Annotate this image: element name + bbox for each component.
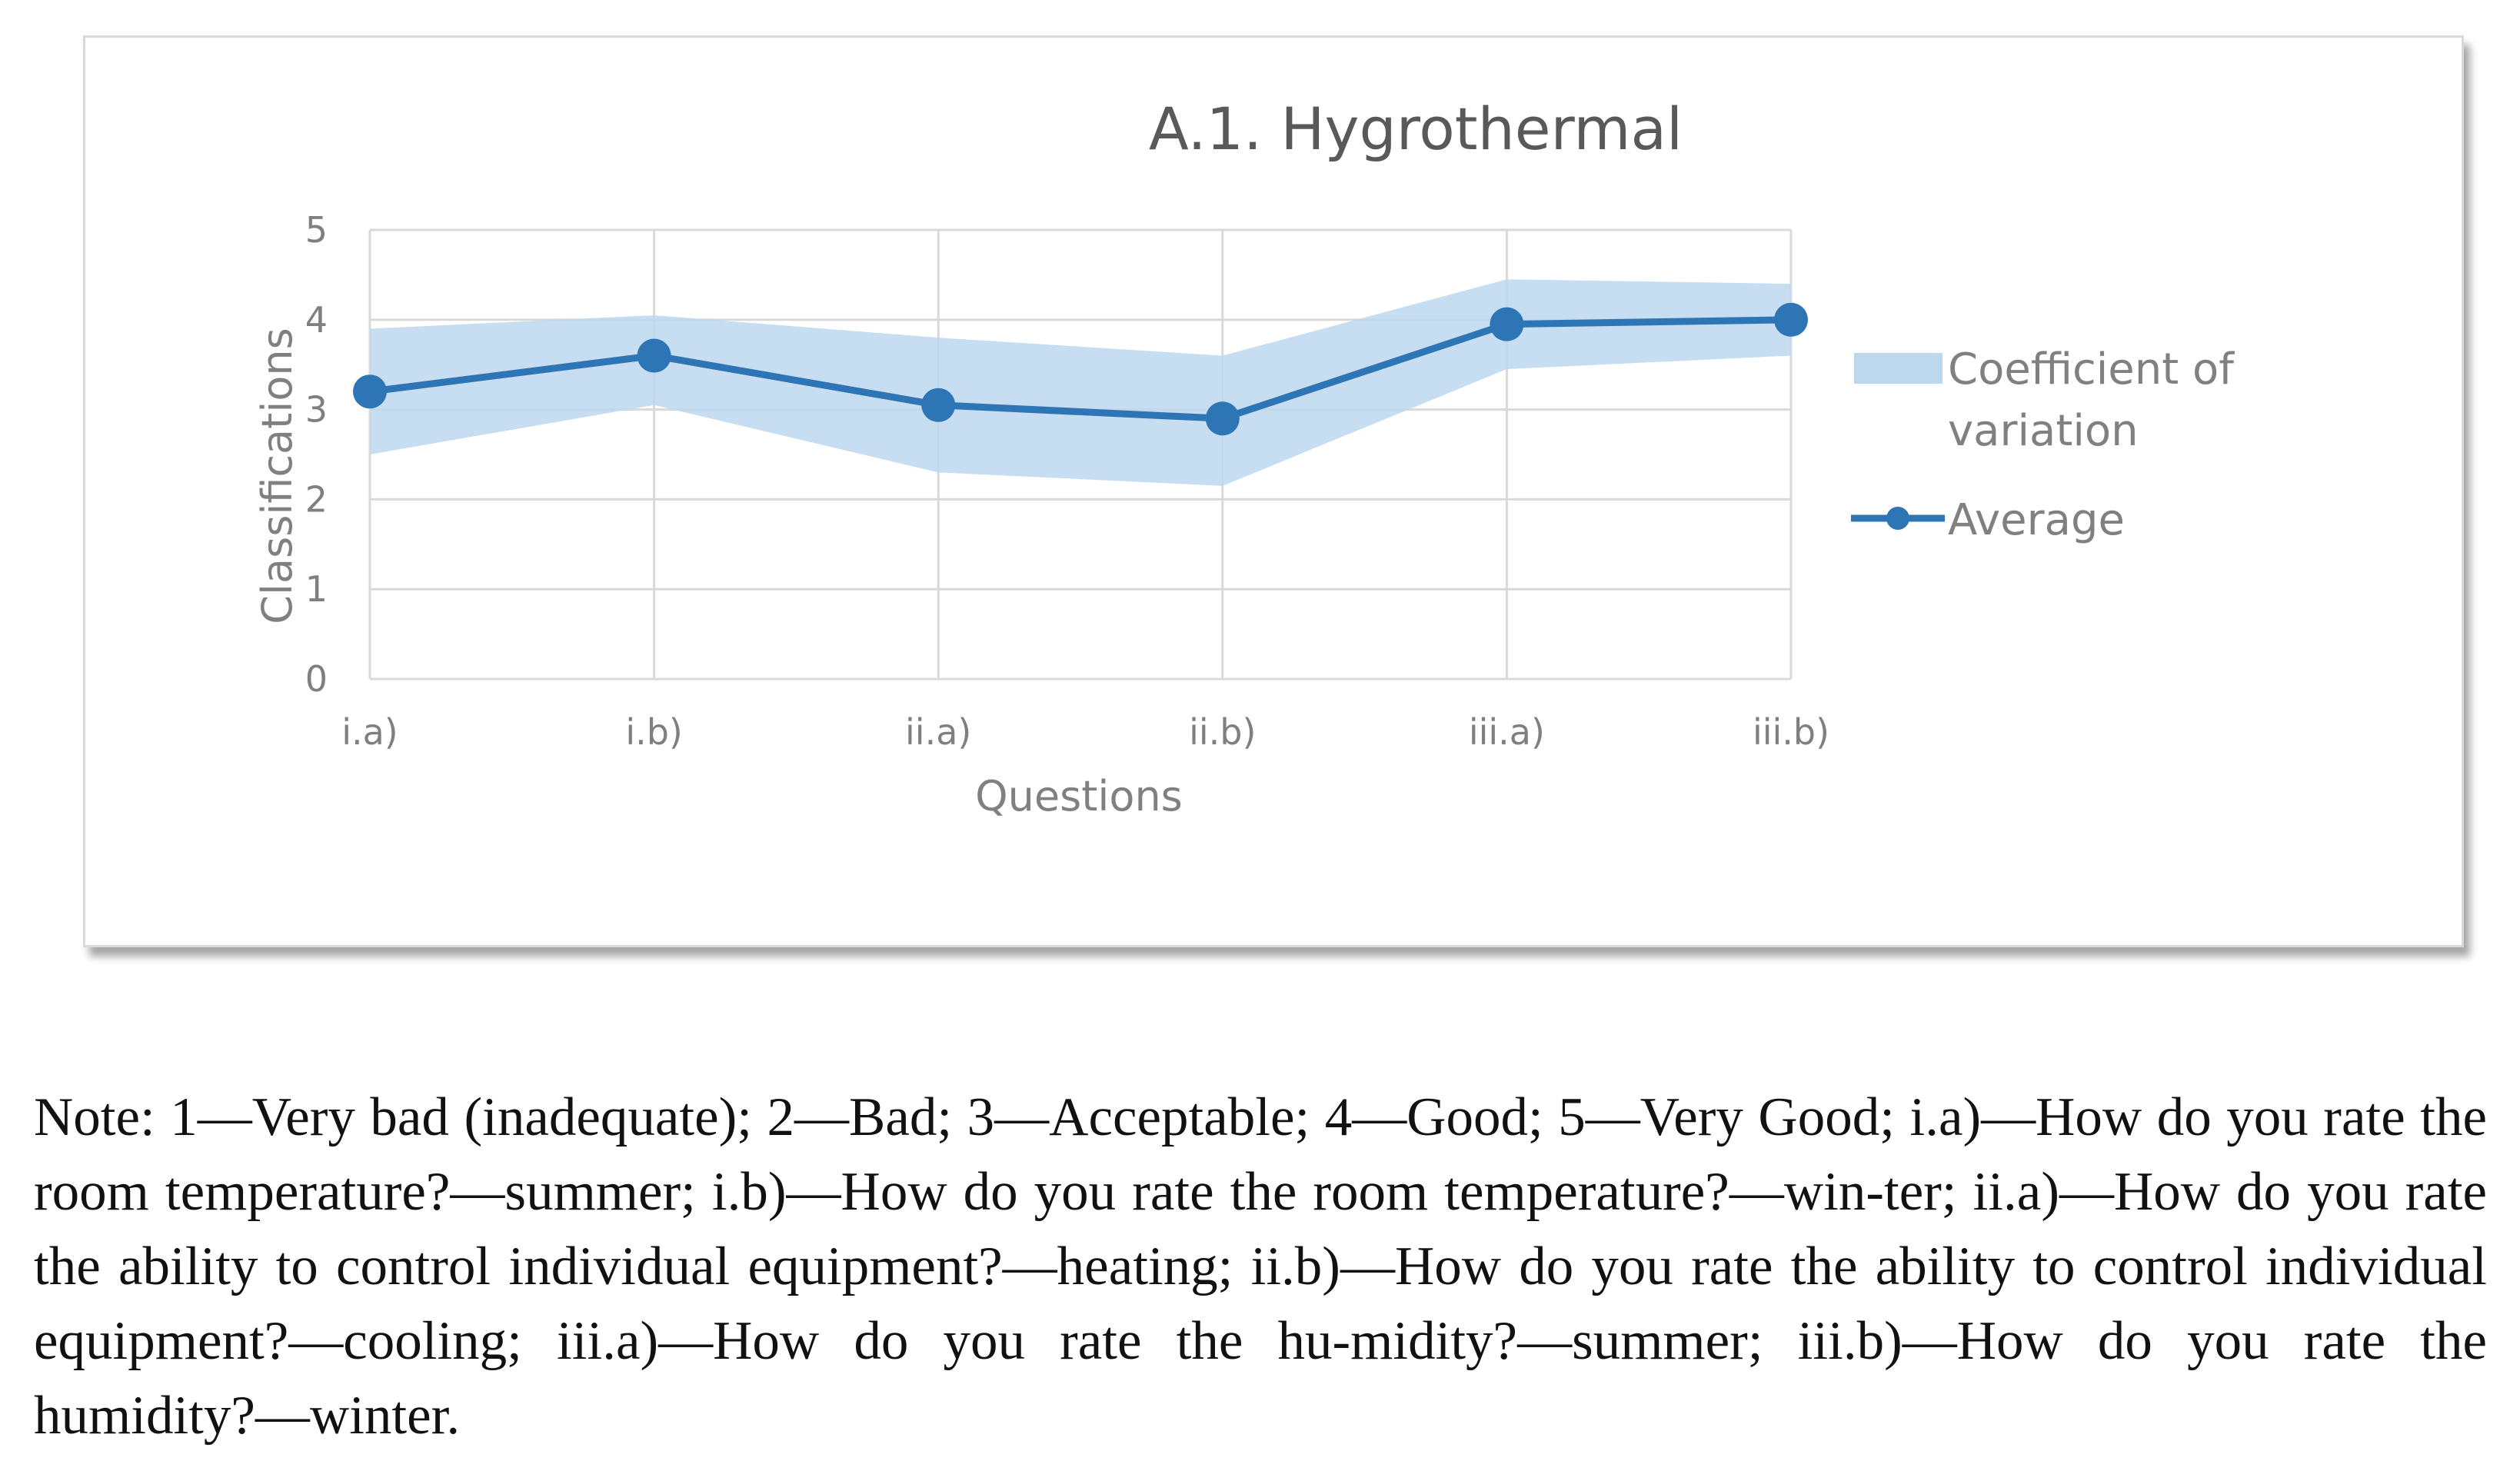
average-marker-5 (1774, 302, 1808, 337)
legend: Coefficient of variation Average (1851, 344, 2235, 545)
y-tick-label-3: 3 (305, 389, 328, 431)
hygrothermal-chart: A.1. Hygrothermal 0 1 2 3 4 5 i.a) i.b) ii.a) ii… (253, 95, 2235, 820)
average-line (369, 316, 1792, 422)
legend-average-label: Average (1948, 495, 2125, 545)
legend-average-marker (1886, 507, 1909, 530)
y-tick-labels: 0 1 2 3 4 5 (305, 209, 328, 700)
y-tick-label-0: 0 (305, 658, 328, 700)
figure-note: Note: 1—Very bad (inadequate); 2—Bad; 3—… (34, 1087, 2487, 1446)
x-tick-label-3: ii.b) (1189, 711, 1256, 753)
x-tick-label-4: iii.a) (1469, 711, 1545, 753)
y-tick-label-5: 5 (305, 209, 328, 251)
x-tick-labels: i.a) i.b) ii.a) ii.b) iii.a) iii.b) (341, 711, 1829, 753)
average-marker-1 (637, 338, 671, 373)
legend-cv-label-line1: Coefficient of (1948, 344, 2235, 394)
x-tick-label-2: ii.a) (905, 711, 971, 753)
x-tick-label-5: iii.b) (1753, 711, 1829, 753)
chart-frame: A.1. Hygrothermal 0 1 2 3 4 5 i.a) i.b) ii.a) ii… (83, 35, 2464, 947)
x-tick-label-0: i.a) (341, 711, 398, 753)
x-axis-title: Questions (975, 772, 1183, 820)
y-axis-title: Classifications (253, 328, 301, 624)
average-marker-4 (1490, 307, 1524, 341)
average-marker-2 (921, 388, 956, 422)
average-line-layer (353, 302, 1808, 436)
coefficient-of-variation-band-layer (370, 279, 1791, 486)
average-marker-0 (353, 374, 387, 409)
y-tick-label-4: 4 (305, 299, 328, 341)
chart-title: A.1. Hygrothermal (1149, 95, 1683, 163)
legend-cv-swatch (1854, 353, 1942, 384)
y-tick-label-1: 1 (305, 568, 328, 610)
x-tick-label-1: i.b) (625, 711, 683, 753)
legend-cv-label-line2: variation (1948, 406, 2139, 456)
coefficient-of-variation-band (370, 279, 1791, 486)
y-tick-label-2: 2 (305, 478, 328, 520)
average-marker-3 (1205, 401, 1240, 436)
